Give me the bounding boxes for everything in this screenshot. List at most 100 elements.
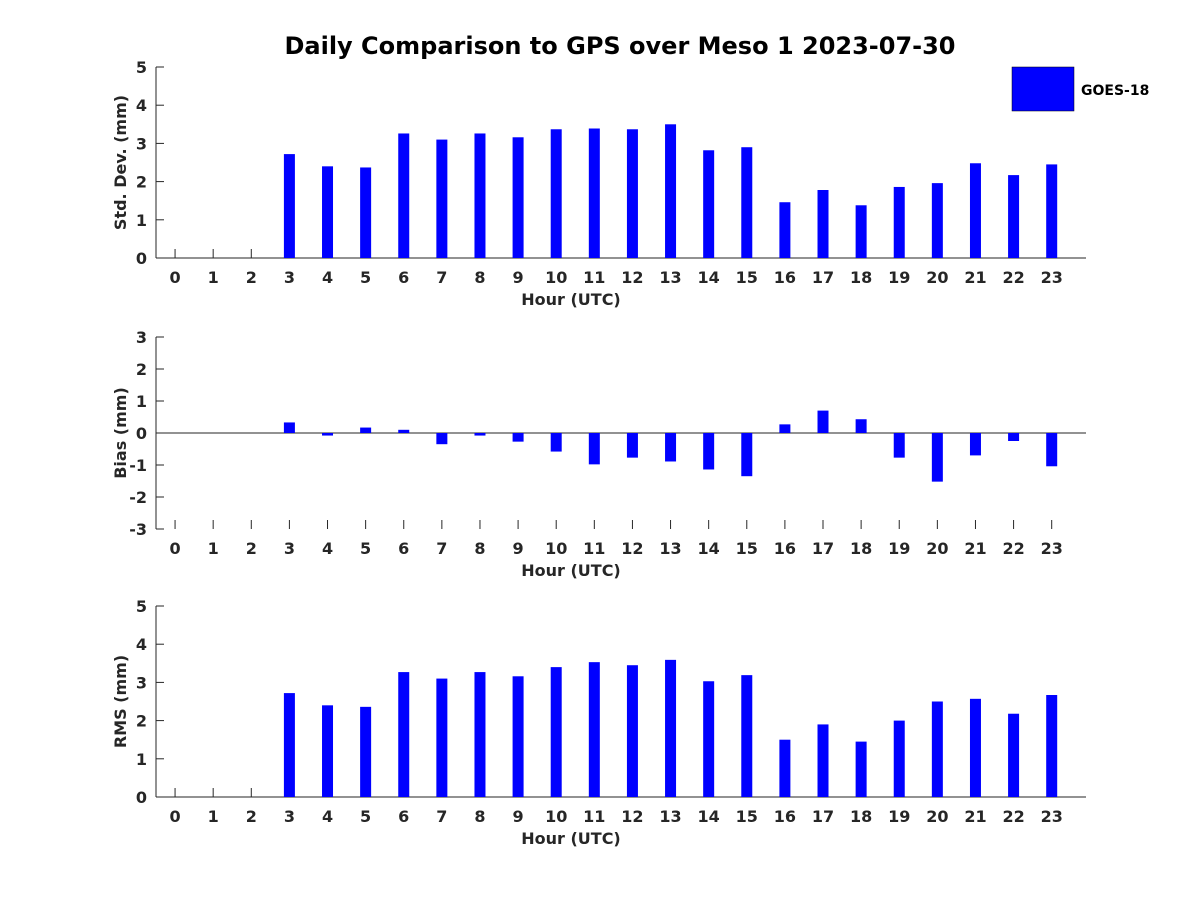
- x-tick-label: 6: [398, 807, 409, 826]
- x-tick-label: 13: [659, 268, 681, 287]
- x-tick-label: 14: [698, 268, 720, 287]
- x-tick-label: 15: [736, 268, 758, 287]
- x-tick-label: 19: [888, 539, 910, 558]
- x-tick-label: 16: [774, 807, 796, 826]
- bar-hour-17: [817, 724, 829, 797]
- bar-hour-3: [283, 154, 295, 258]
- legend-label: GOES-18: [1081, 83, 1149, 99]
- x-tick-label: 20: [926, 268, 948, 287]
- x-tick-label: 15: [736, 807, 758, 826]
- bar-hour-15: [741, 433, 753, 477]
- bar-hour-4: [322, 705, 334, 797]
- x-tick-label: 9: [513, 268, 524, 287]
- y-tick-label: 0: [136, 788, 147, 807]
- bar-hour-5: [360, 427, 372, 433]
- x-tick-label: 8: [474, 807, 485, 826]
- x-axis-label: Hour (UTC): [521, 829, 621, 848]
- x-tick-label: 19: [888, 807, 910, 826]
- x-tick-label: 22: [1002, 807, 1024, 826]
- x-tick-label: 10: [545, 539, 567, 558]
- x-tick-label: 0: [169, 807, 180, 826]
- y-tick-label: 4: [136, 96, 147, 115]
- bar-hour-20: [931, 183, 943, 258]
- bar-hour-6: [398, 429, 410, 433]
- x-tick-label: 7: [436, 807, 447, 826]
- y-tick-label: 2: [136, 173, 147, 192]
- bar-hour-17: [817, 410, 829, 433]
- bar-hour-21: [969, 698, 981, 797]
- x-tick-label: 5: [360, 539, 371, 558]
- bar-hour-9: [512, 433, 524, 442]
- x-tick-label: 12: [621, 268, 643, 287]
- bar-hour-17: [817, 190, 829, 258]
- y-tick-label: 4: [136, 635, 147, 654]
- bar-hour-18: [855, 741, 867, 797]
- bar-hour-8: [474, 433, 486, 436]
- x-tick-label: 4: [322, 268, 333, 287]
- x-tick-label: 7: [436, 539, 447, 558]
- y-tick-label: -3: [129, 520, 147, 539]
- bar-hour-9: [512, 676, 524, 797]
- y-tick-label: 2: [136, 712, 147, 731]
- x-tick-label: 2: [246, 539, 257, 558]
- x-tick-label: 23: [1041, 268, 1063, 287]
- bar-hour-9: [512, 137, 524, 258]
- y-tick-label: 3: [136, 328, 147, 347]
- bar-hour-11: [588, 662, 600, 797]
- bar-hour-19: [893, 186, 905, 258]
- bar-hour-18: [855, 419, 867, 433]
- bar-hour-20: [931, 701, 943, 797]
- y-tick-label: 3: [136, 673, 147, 692]
- x-tick-label: 1: [208, 807, 219, 826]
- bar-hour-7: [436, 433, 448, 445]
- bar-hour-16: [779, 202, 791, 258]
- bar-hour-11: [588, 128, 600, 258]
- x-tick-label: 1: [208, 268, 219, 287]
- x-tick-label: 17: [812, 268, 834, 287]
- bar-hour-21: [969, 433, 981, 456]
- x-tick-label: 11: [583, 539, 605, 558]
- x-axis-label: Hour (UTC): [521, 561, 621, 580]
- y-tick-label: 5: [136, 58, 147, 77]
- x-tick-label: 13: [659, 539, 681, 558]
- x-tick-label: 3: [284, 807, 295, 826]
- x-tick-label: 9: [513, 539, 524, 558]
- x-tick-label: 21: [964, 268, 986, 287]
- x-tick-label: 2: [246, 807, 257, 826]
- bar-hour-13: [665, 433, 677, 462]
- y-axis-label: Std. Dev. (mm): [111, 95, 130, 230]
- y-tick-label: 1: [136, 211, 147, 230]
- bar-hour-4: [322, 433, 334, 436]
- bar-hour-23: [1046, 433, 1058, 467]
- bar-hour-3: [283, 693, 295, 797]
- bar-hour-3: [283, 422, 295, 433]
- x-tick-label: 1: [208, 539, 219, 558]
- bar-hour-7: [436, 139, 448, 258]
- x-tick-label: 23: [1041, 539, 1063, 558]
- x-tick-label: 18: [850, 268, 872, 287]
- x-tick-label: 17: [812, 539, 834, 558]
- x-tick-label: 14: [698, 539, 720, 558]
- bar-hour-23: [1046, 695, 1058, 797]
- x-tick-label: 12: [621, 539, 643, 558]
- bar-hour-13: [665, 124, 677, 258]
- bar-hour-6: [398, 133, 410, 258]
- x-tick-label: 15: [736, 539, 758, 558]
- bar-hour-22: [1008, 713, 1020, 797]
- bar-hour-12: [626, 665, 638, 797]
- y-axis-label: RMS (mm): [111, 655, 130, 748]
- x-tick-label: 10: [545, 807, 567, 826]
- x-tick-label: 13: [659, 807, 681, 826]
- x-tick-label: 6: [398, 539, 409, 558]
- bar-hour-22: [1008, 433, 1020, 441]
- bar-hour-15: [741, 147, 753, 258]
- bar-hour-5: [360, 706, 372, 797]
- bar-hour-16: [779, 739, 791, 797]
- bar-hour-19: [893, 720, 905, 797]
- legend: GOES-18: [1011, 66, 1149, 112]
- x-tick-label: 18: [850, 539, 872, 558]
- x-tick-label: 21: [964, 807, 986, 826]
- bar-hour-4: [322, 166, 334, 258]
